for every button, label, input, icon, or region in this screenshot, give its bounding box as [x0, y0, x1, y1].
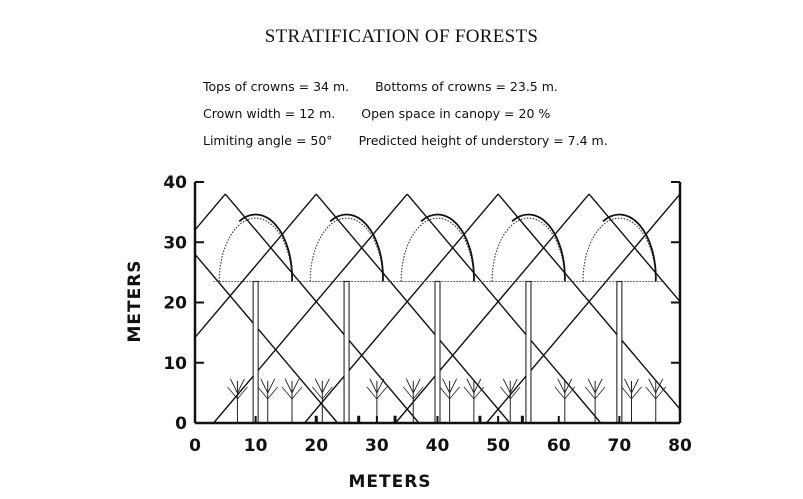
understory-trees: [227, 378, 667, 423]
crown-4: [582, 217, 657, 282]
seedling-2: [393, 415, 397, 423]
understory-tree-8: [499, 378, 521, 423]
crown-edge-1: [329, 213, 384, 282]
crown-0: [218, 217, 293, 282]
x-tick-label-40: 40: [426, 436, 450, 456]
crown-edge-2: [420, 213, 475, 282]
limiting-line-left-edge: [194, 253, 339, 424]
x-tick-label-10: 10: [244, 436, 268, 456]
understory-tree-11: [621, 378, 642, 423]
understory-tree-3: [312, 378, 333, 423]
understory-tree-12: [645, 378, 667, 423]
figure-title: STRATIFICATION OF FORESTS: [264, 26, 539, 47]
y-axis-ticks: 0 10 20 30 40: [163, 173, 680, 434]
seedling-3: [478, 415, 482, 423]
understory-tree-9: [554, 378, 576, 423]
understory-tree-5: [402, 378, 424, 423]
params-line-2: Crown width = 12 m. Open space in canopy …: [203, 106, 550, 121]
open-space-text: Open space in canopy = 20 %: [361, 106, 551, 121]
y-tick-label-30: 30: [163, 233, 187, 253]
seedling-1: [357, 415, 361, 423]
limiting-line-1: [194, 193, 226, 231]
understory-tree-10: [584, 378, 606, 423]
limiting-line-3: [194, 193, 317, 338]
bottoms-of-crowns-text: Bottoms of crowns = 23.5 m.: [375, 79, 558, 94]
y-tick-label-0: 0: [175, 414, 187, 434]
limiting-angle-text: Limiting angle = 50°: [203, 133, 333, 148]
x-tick-label-20: 20: [304, 436, 328, 456]
x-tick-label-60: 60: [547, 436, 571, 456]
crown-1: [309, 217, 384, 282]
limiting-line-0: [224, 193, 420, 424]
seedling-4: [520, 415, 524, 423]
trunk-3: [525, 280, 532, 424]
x-tick-label-30: 30: [365, 436, 389, 456]
crown-edge-4: [602, 213, 657, 282]
limiting-line-9: [394, 193, 590, 424]
y-axis-label: METERS: [125, 259, 145, 342]
limiting-line-10: [485, 193, 681, 424]
y-tick-label-20: 20: [163, 294, 187, 314]
understory-tree-1: [257, 378, 279, 423]
y-tick-label-10: 10: [163, 354, 187, 374]
x-tick-label-50: 50: [486, 436, 510, 456]
crown-2: [400, 217, 475, 282]
understory-tree-4: [366, 378, 388, 423]
crown-width-text: Crown width = 12 m.: [203, 106, 336, 121]
understory-tree-7: [463, 378, 485, 423]
trunk-0: [252, 280, 259, 424]
x-tick-label-0: 0: [189, 436, 201, 456]
trunk-2: [434, 280, 441, 424]
understory-tree-2: [281, 378, 303, 423]
crown-outlines: [213, 213, 662, 282]
limiting-line-7: [303, 193, 499, 424]
understory-tree-0: [227, 378, 248, 423]
params-line-3: Limiting angle = 50° Predicted height of …: [203, 133, 608, 148]
canopy-trunks: [252, 280, 623, 424]
crown-edge-3: [511, 213, 566, 282]
y-tick-label-40: 40: [163, 173, 187, 193]
x-tick-label-70: 70: [608, 436, 632, 456]
crown-edge-0: [238, 213, 293, 282]
params-line-1: Tops of crowns = 34 m. Bottoms of crowns …: [203, 79, 558, 94]
tops-of-crowns-text: Tops of crowns = 34 m.: [203, 79, 350, 94]
trunk-1: [343, 280, 350, 424]
predicted-height-text: Predicted height of understory = 7.4 m.: [358, 133, 608, 148]
x-axis-label: METERS: [348, 472, 431, 492]
x-axis-ticks: 0 10 20 30 40 50 60 70 80: [189, 416, 692, 456]
trunk-4: [616, 280, 623, 424]
x-tick-label-80: 80: [668, 436, 692, 456]
limiting-line-5: [213, 193, 408, 424]
understory-tree-6: [439, 378, 460, 423]
crown-3: [491, 217, 566, 282]
